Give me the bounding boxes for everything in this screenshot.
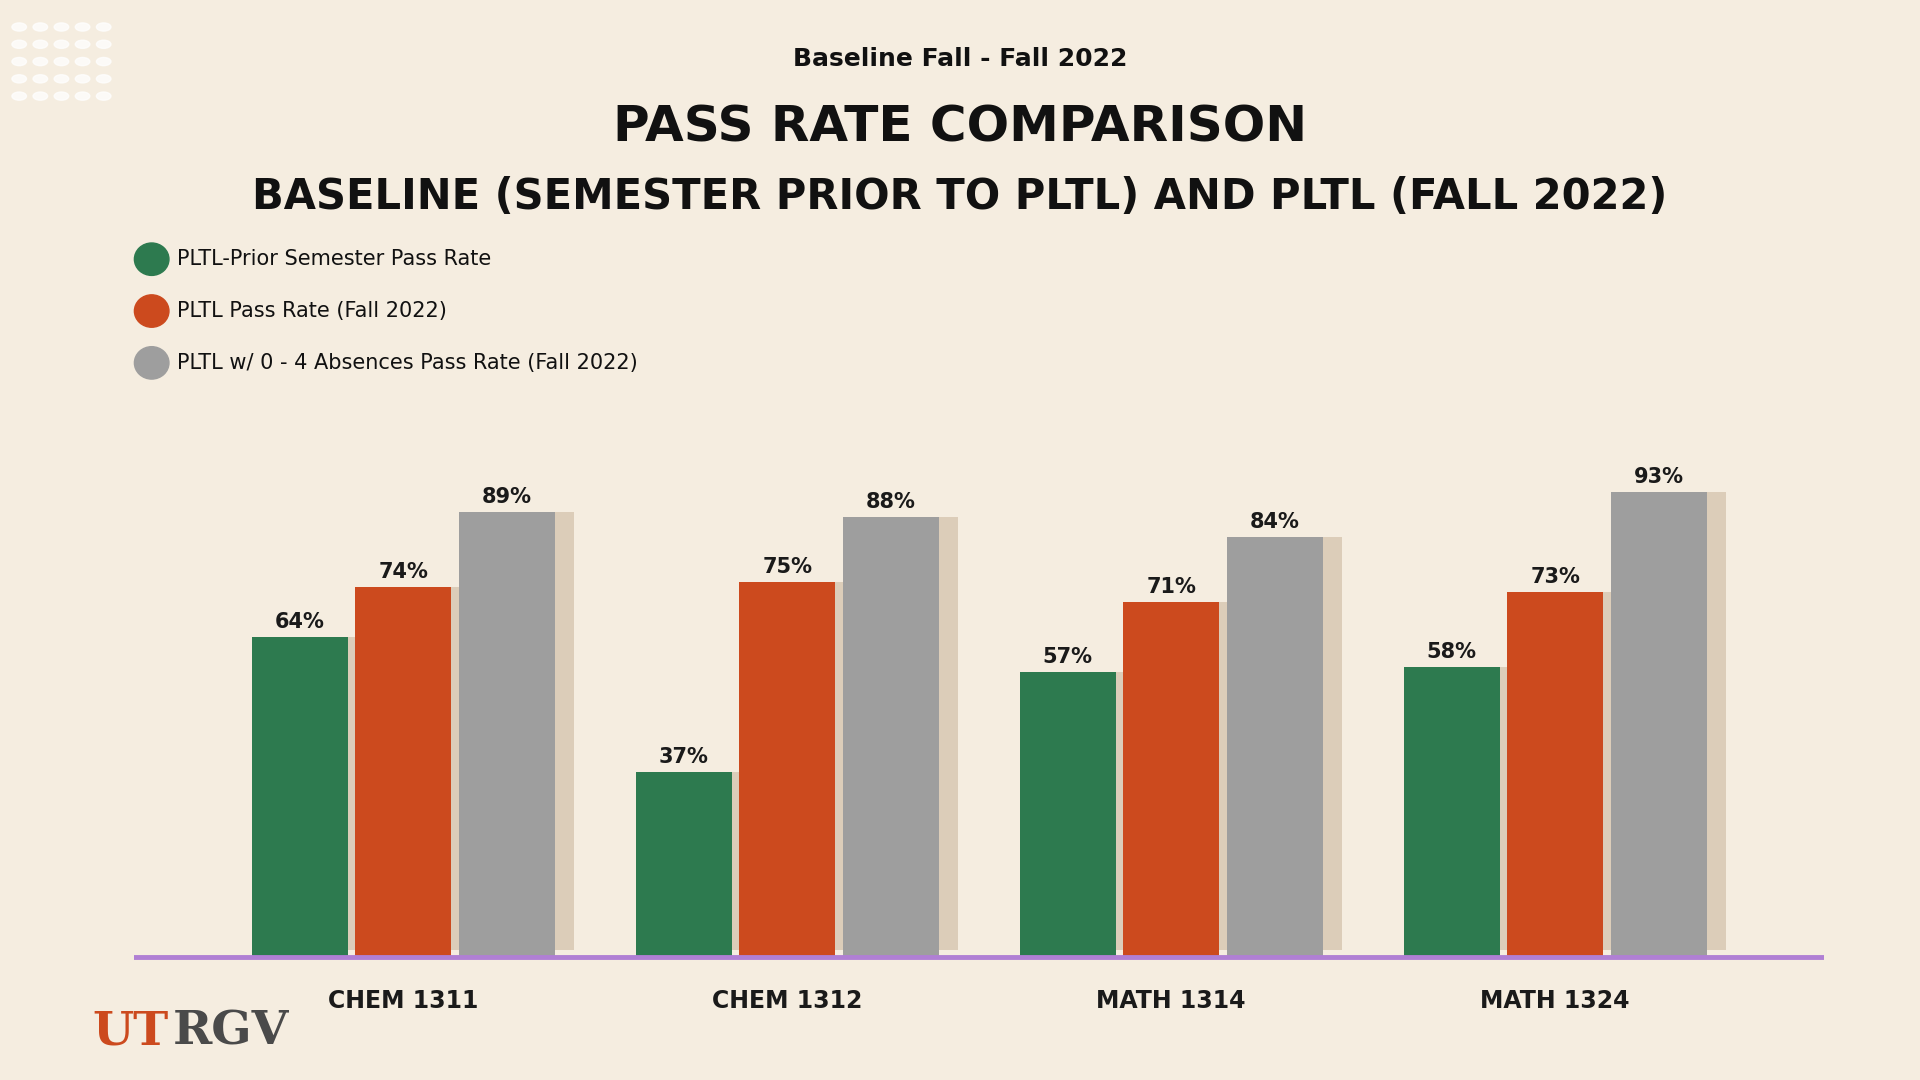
Bar [1142, 602, 1238, 949]
Bar [1630, 492, 1726, 949]
Text: 89%: 89% [482, 487, 532, 507]
Bar [758, 582, 854, 949]
Bar [459, 512, 555, 957]
Bar [271, 637, 367, 949]
Bar [739, 582, 835, 957]
Bar [1526, 592, 1622, 949]
Bar [1611, 492, 1707, 957]
Bar [355, 588, 451, 957]
Text: 58%: 58% [1427, 642, 1476, 662]
Bar [1123, 602, 1219, 957]
Text: 73%: 73% [1530, 567, 1580, 588]
Bar [1404, 667, 1500, 957]
Text: 93%: 93% [1634, 467, 1684, 487]
Text: 88%: 88% [866, 492, 916, 512]
Text: PLTL Pass Rate (Fall 2022): PLTL Pass Rate (Fall 2022) [177, 301, 447, 321]
Bar [1227, 537, 1323, 957]
Text: 64%: 64% [275, 612, 324, 632]
Bar [478, 512, 574, 949]
Bar [655, 772, 751, 949]
Text: 84%: 84% [1250, 512, 1300, 532]
Text: PASS RATE COMPARISON: PASS RATE COMPARISON [612, 104, 1308, 151]
Bar [636, 772, 732, 957]
Text: Baseline Fall - Fall 2022: Baseline Fall - Fall 2022 [793, 48, 1127, 71]
Text: 57%: 57% [1043, 647, 1092, 667]
Bar [1020, 672, 1116, 957]
Text: 75%: 75% [762, 557, 812, 577]
Bar [1039, 672, 1135, 949]
Text: 37%: 37% [659, 747, 708, 767]
Text: RGV: RGV [173, 1009, 290, 1054]
Bar [1423, 667, 1519, 949]
Bar [1246, 537, 1342, 949]
Text: 74%: 74% [378, 562, 428, 582]
Bar [252, 637, 348, 957]
Text: 71%: 71% [1146, 577, 1196, 597]
Text: PLTL w/ 0 - 4 Absences Pass Rate (Fall 2022): PLTL w/ 0 - 4 Absences Pass Rate (Fall 2… [177, 353, 637, 373]
Text: PLTL-Prior Semester Pass Rate: PLTL-Prior Semester Pass Rate [177, 249, 492, 269]
Bar [1507, 592, 1603, 957]
Text: UT: UT [92, 1009, 169, 1054]
Bar [843, 517, 939, 957]
Bar [374, 588, 470, 949]
Bar [862, 517, 958, 949]
Text: BASELINE (SEMESTER PRIOR TO PLTL) AND PLTL (FALL 2022): BASELINE (SEMESTER PRIOR TO PLTL) AND PL… [252, 176, 1668, 217]
